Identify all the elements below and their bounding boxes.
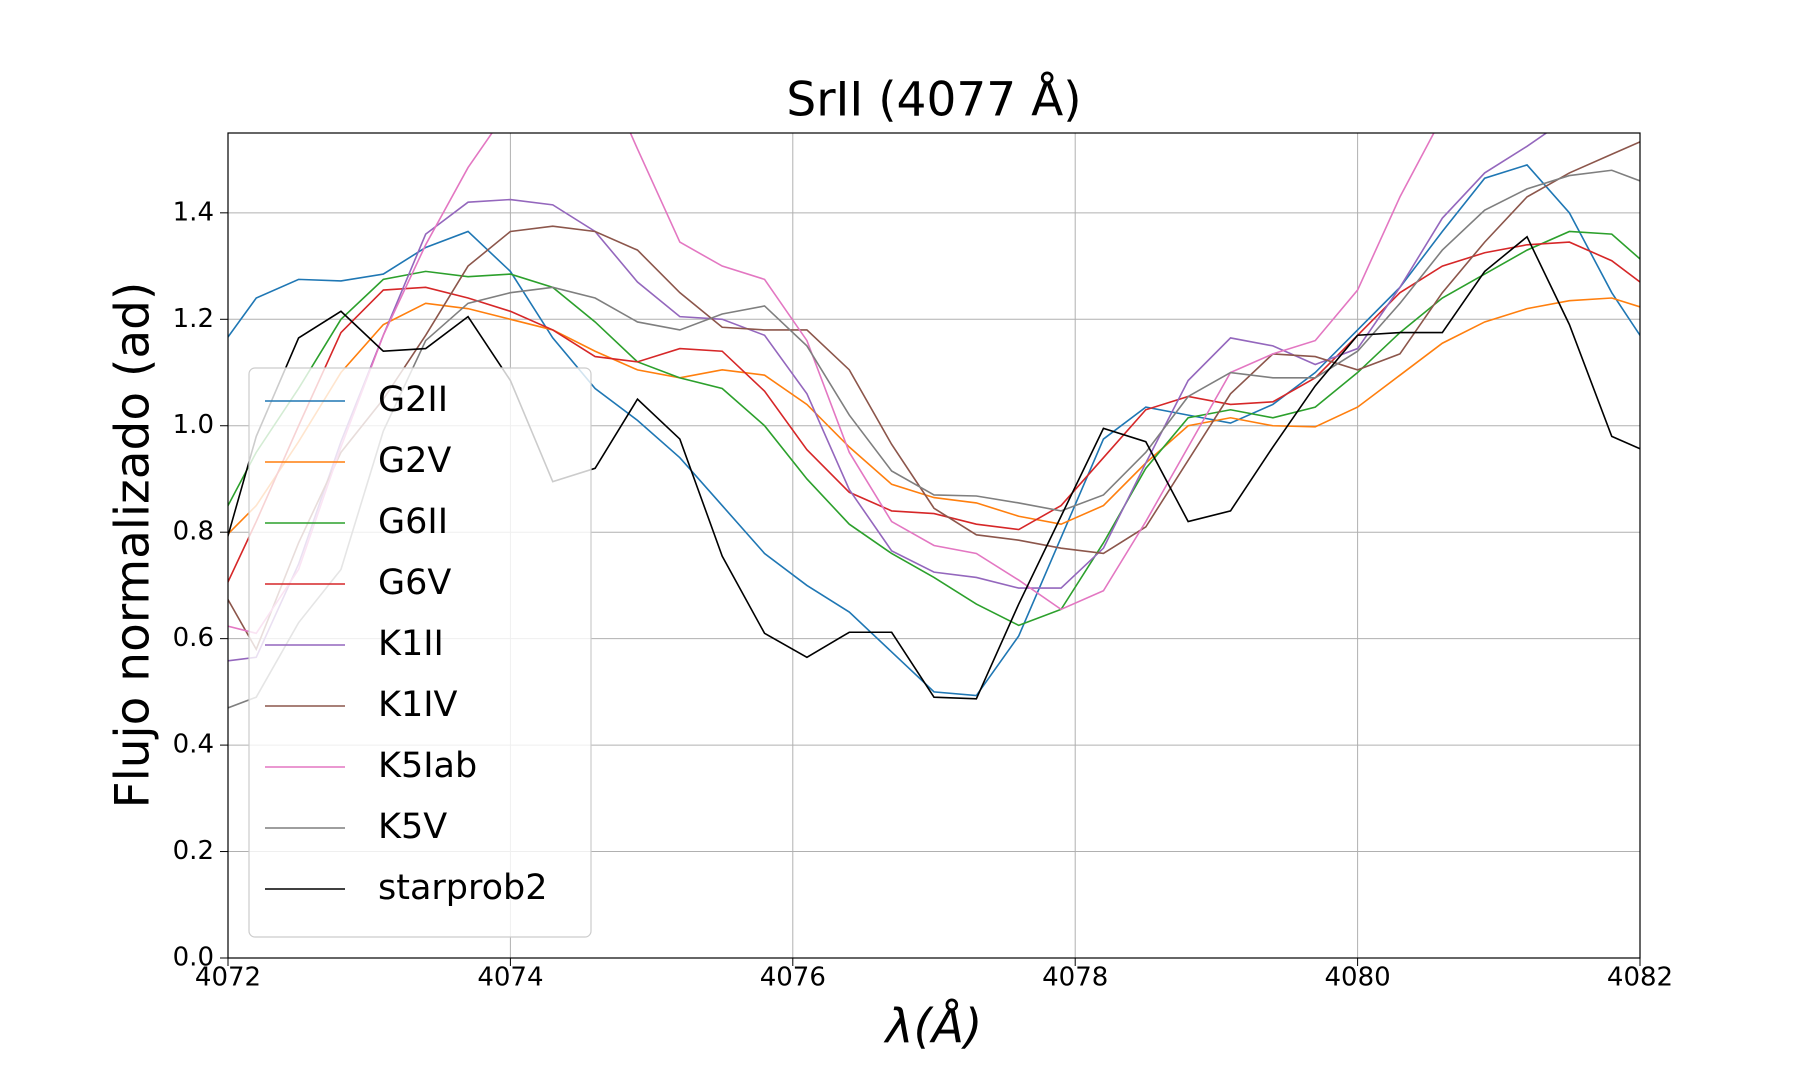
data-line: [228, 140, 1640, 652]
x-tick-label: 4076: [760, 963, 826, 993]
y-tick-label: 0.6: [173, 623, 214, 653]
legend-label: K1II: [378, 624, 444, 664]
data-line: [228, 169, 1640, 709]
data-line: [228, 297, 1640, 536]
data-line: [228, 133, 1435, 635]
legend-box: [248, 367, 592, 938]
y-tick-label: 1.0: [173, 410, 214, 440]
legend-label: G2II: [378, 380, 448, 420]
x-tick-label: 4082: [1607, 963, 1673, 993]
y-tick-label: 0.8: [173, 517, 214, 547]
data-line: [228, 235, 1640, 700]
y-tick-label: 1.2: [173, 304, 214, 334]
y-tick-label: 1.4: [173, 197, 214, 227]
x-tick-label: 4080: [1325, 963, 1391, 993]
y-tick-label: 0.2: [173, 836, 214, 866]
plot-area: [228, 133, 1640, 709]
x-tick-label: 4074: [477, 963, 543, 993]
x-tick-label: 4072: [195, 963, 261, 993]
data-line: [228, 241, 1640, 584]
x-axis-label: λ(Å): [883, 1000, 983, 1055]
legend-label: K1IV: [378, 685, 458, 725]
plot-frame: [227, 132, 1641, 959]
legend-label: G2V: [378, 441, 451, 481]
legend-label: K5V: [378, 807, 447, 847]
legend-label: starprob2: [378, 868, 548, 908]
y-tick-label: 0.0: [173, 943, 214, 973]
legend-label: G6II: [378, 502, 448, 542]
legend-label: G6V: [378, 563, 451, 603]
y-axis-label: Flujo normalizado (ad): [106, 282, 161, 809]
chart-title: SrII (4077 Å): [786, 73, 1081, 128]
data-line: [228, 230, 1640, 627]
data-line: [228, 133, 1548, 662]
data-line: [228, 164, 1640, 697]
x-tick-label: 4078: [1042, 963, 1108, 993]
legend-label: K5Iab: [378, 746, 477, 786]
y-tick-label: 0.4: [173, 730, 214, 760]
